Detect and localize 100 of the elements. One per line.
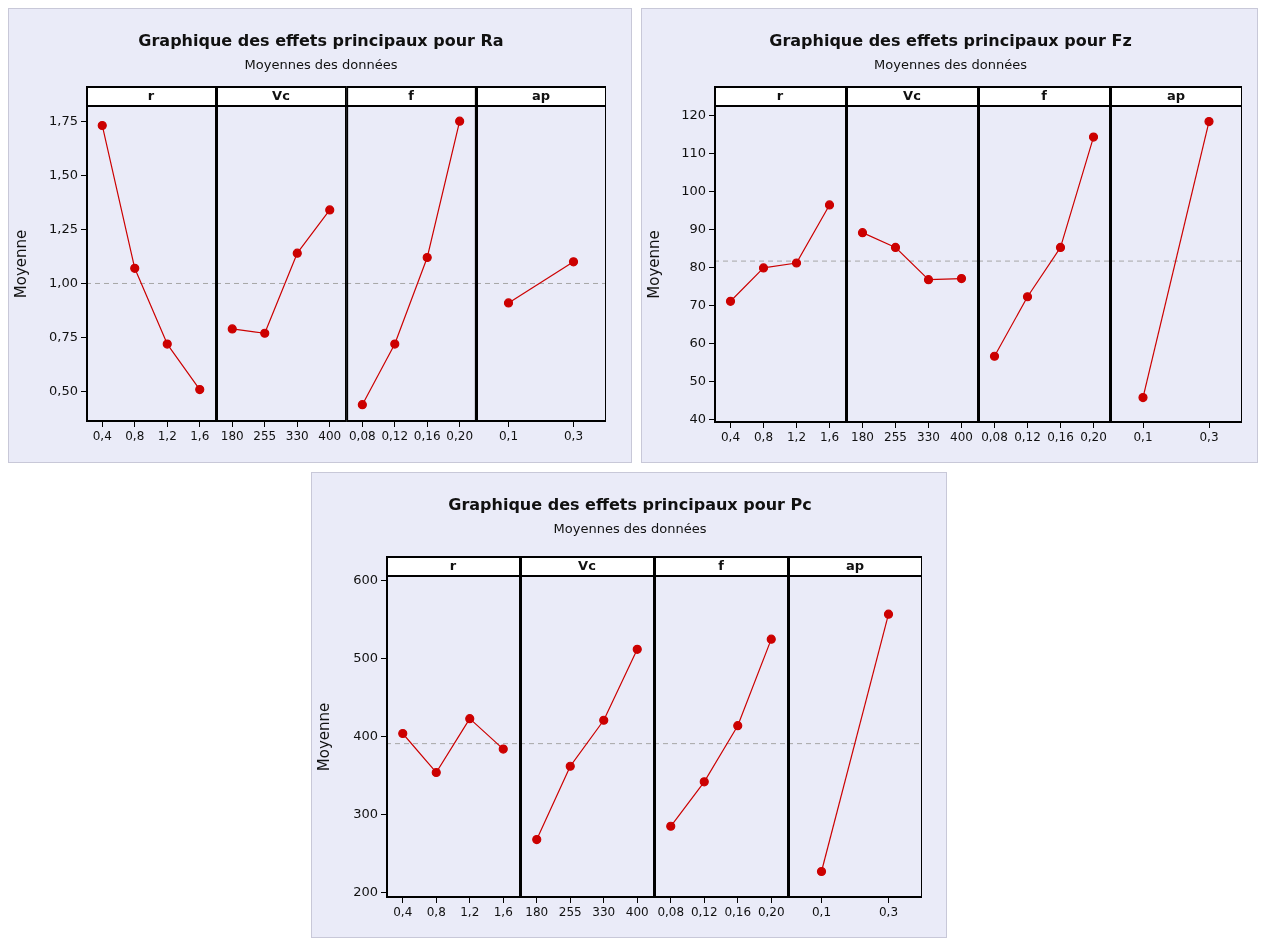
point — [824, 200, 835, 210]
point — [666, 821, 676, 831]
point — [989, 351, 1000, 361]
point — [398, 728, 408, 739]
point — [130, 263, 140, 273]
y-tick-label: 90 — [689, 220, 706, 236]
x-tick-label: 1,2 — [786, 430, 807, 445]
point — [325, 205, 335, 215]
x-axis-title: f — [1041, 88, 1048, 104]
x-axis-title: Vc — [272, 88, 290, 104]
x-tick-label: 255 — [253, 429, 277, 444]
x-axis-title: r — [147, 88, 155, 104]
y-tick-label: 70 — [689, 296, 706, 312]
x-tick-label: 180 — [525, 905, 549, 920]
x-tick-label: 0,12 — [690, 905, 718, 920]
point — [565, 761, 575, 771]
point — [97, 120, 107, 131]
point — [956, 273, 967, 284]
point — [532, 834, 542, 845]
x-tick-label: 400 — [950, 430, 973, 445]
point — [498, 744, 508, 754]
x-tick-label: 0,3 — [878, 905, 899, 920]
x-tick-label: 0,3 — [563, 429, 584, 444]
x-tick-label: 0,1 — [1133, 430, 1153, 445]
x-tick-label: 0,8 — [753, 430, 774, 445]
y-tick-label: 300 — [353, 805, 378, 821]
x-tick-label: 0,20 — [1080, 430, 1107, 445]
x-tick-label: 180 — [220, 429, 244, 444]
y-tick-label: 1,75 — [49, 112, 78, 128]
point — [791, 258, 802, 268]
x-tick-label: 0,1 — [811, 905, 832, 920]
x-tick-label: 0,12 — [1014, 430, 1041, 445]
x-tick-label: 0,16 — [724, 905, 752, 920]
y-tick-label: 120 — [681, 107, 706, 123]
x-tick-label: 180 — [851, 430, 874, 445]
x-tick-label: 1,6 — [190, 429, 210, 444]
x-tick-label: 0,8 — [125, 429, 145, 444]
point — [699, 777, 709, 787]
x-axis-title: f — [718, 558, 725, 574]
x-tick-label: 0,3 — [1199, 430, 1219, 445]
y-tick-label: 200 — [353, 883, 378, 899]
x-tick-label: 0,4 — [720, 430, 741, 445]
point — [162, 339, 172, 349]
y-tick-label: 110 — [681, 145, 706, 161]
y-tick-label: 1,50 — [49, 166, 78, 182]
point — [758, 263, 769, 273]
y-axis-title: Moyenne — [314, 702, 333, 772]
x-tick-label: 1,2 — [157, 429, 177, 444]
y-tick-label: 50 — [689, 372, 706, 388]
x-tick-label: 0,08 — [348, 429, 376, 444]
x-tick-label: 1,6 — [819, 430, 840, 445]
x-axis-title: Vc — [578, 558, 596, 574]
y-tick-label: 0,50 — [49, 383, 78, 399]
point — [357, 400, 367, 410]
point — [455, 116, 465, 126]
x-tick-label: 0,20 — [757, 905, 785, 920]
point — [632, 644, 642, 654]
point — [890, 242, 901, 253]
x-tick-label: 0,08 — [657, 905, 685, 920]
point — [390, 339, 400, 349]
y-axis-title: Moyenne — [11, 229, 30, 299]
x-axis-title: r — [776, 88, 784, 104]
y-axis-title: Moyenne — [644, 230, 663, 299]
x-tick-label: 255 — [884, 430, 907, 445]
y-tick-label: 1,25 — [49, 220, 78, 236]
y-tick-label: 400 — [353, 727, 378, 743]
point — [195, 384, 205, 395]
point — [1055, 242, 1066, 253]
point — [260, 328, 270, 338]
x-tick-label: 255 — [558, 905, 582, 920]
x-axis-title: ap — [531, 88, 551, 104]
x-tick-label: 400 — [318, 429, 342, 444]
point — [923, 275, 934, 285]
x-tick-label: 330 — [285, 429, 309, 444]
x-tick-label: 400 — [625, 905, 649, 920]
x-tick-label: 1,6 — [493, 905, 513, 920]
point — [227, 324, 237, 334]
x-tick-label: 0,12 — [381, 429, 409, 444]
x-tick-label: 330 — [917, 430, 940, 445]
y-tick-label: 60 — [689, 334, 706, 350]
x-axis-title: ap — [1166, 88, 1186, 104]
x-tick-label: 0,4 — [92, 429, 112, 444]
x-tick-label: 0,4 — [393, 905, 413, 920]
point — [857, 228, 868, 238]
y-tick-label: 500 — [353, 650, 378, 666]
y-tick-label: 80 — [689, 258, 706, 274]
x-axis-title: f — [408, 88, 415, 104]
y-tick-label: 100 — [681, 183, 706, 199]
x-tick-label: 330 — [592, 905, 616, 920]
point — [1022, 292, 1033, 302]
y-tick-label: 0,75 — [49, 328, 78, 344]
x-tick-label: 0,1 — [498, 429, 519, 444]
point — [431, 767, 441, 778]
point — [465, 714, 475, 724]
y-tick-label: 1,00 — [49, 274, 78, 290]
point — [766, 634, 776, 644]
y-tick-label: 600 — [353, 572, 378, 588]
x-tick-label: 0,8 — [426, 905, 446, 920]
x-tick-label: 1,2 — [460, 905, 480, 920]
point — [422, 252, 432, 263]
